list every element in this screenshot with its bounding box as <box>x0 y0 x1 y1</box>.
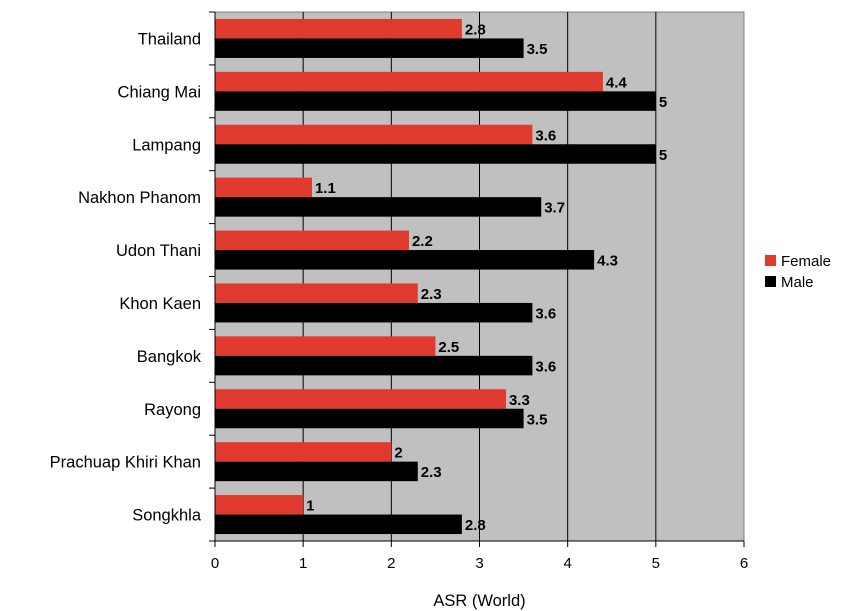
data-label-female: 2.8 <box>465 21 486 38</box>
bar-male <box>215 355 533 376</box>
bar-male <box>215 38 524 58</box>
data-label-female: 2.5 <box>438 339 459 356</box>
category-label: Chiang Mai <box>118 83 201 101</box>
bar-male <box>215 461 418 482</box>
bar-female <box>215 230 409 251</box>
category-label: Songkhla <box>132 507 202 525</box>
bar-male <box>215 250 595 270</box>
bar-male <box>215 91 656 111</box>
bar-female <box>215 442 392 462</box>
data-label-male: 5 <box>659 147 667 164</box>
x-tick-label: 0 <box>211 555 219 572</box>
bar-male <box>215 514 462 535</box>
x-tick-label: 4 <box>563 555 571 572</box>
bar-female <box>215 283 418 303</box>
bar-female <box>215 18 462 39</box>
data-label-male: 3.6 <box>535 305 556 322</box>
legend-swatch-female <box>765 255 776 266</box>
bar-male <box>215 408 524 429</box>
data-labels: 2.8 3.5 4.4 5 3.6 5 1.1 3.7 2.2 4.3 2.3 3.6 2.5 3.6 3.… <box>306 21 667 534</box>
bar-female <box>215 177 312 198</box>
legend-label-female: Female <box>781 253 831 270</box>
data-label-female: 2.3 <box>421 286 442 303</box>
legend-label-male: Male <box>781 274 814 291</box>
tick-labels: 0 1 2 3 4 5 6 <box>211 555 748 572</box>
bar-male <box>215 197 542 217</box>
category-label: Thailand <box>138 30 201 48</box>
data-label-male: 2.8 <box>465 517 486 534</box>
data-label-male: 3.5 <box>527 411 548 428</box>
bar-female <box>215 336 436 356</box>
legend-swatch-male <box>765 276 776 287</box>
data-label-male: 4.3 <box>597 253 618 270</box>
legend: Female Male <box>765 253 831 291</box>
bar-female <box>215 389 506 409</box>
data-label-male: 3.5 <box>527 41 548 58</box>
bars <box>215 18 656 535</box>
bar-female <box>215 495 304 515</box>
category-label: Prachuap Khiri Khan <box>50 454 201 472</box>
data-label-male: 3.7 <box>544 200 565 217</box>
data-label-male: 2.3 <box>421 464 442 481</box>
data-label-male: 3.6 <box>535 358 556 375</box>
data-label-female: 2.2 <box>412 233 433 250</box>
data-label-female: 3.3 <box>509 392 530 409</box>
x-tick-label: 3 <box>475 555 483 572</box>
category-label: Rayong <box>144 401 201 419</box>
axes <box>209 11 745 547</box>
category-label: Nakhon Phanom <box>78 189 201 207</box>
category-label: Lampang <box>132 136 201 154</box>
x-axis-title: ASR (World) <box>433 592 525 610</box>
data-label-female: 2 <box>394 445 402 462</box>
x-tick-label: 6 <box>740 555 748 572</box>
bar-male <box>215 302 533 323</box>
data-label-male: 5 <box>659 94 667 111</box>
data-label-female: 3.6 <box>535 127 556 144</box>
x-tick-label: 2 <box>387 555 395 572</box>
category-label: Udon Thani <box>116 242 201 260</box>
x-tick-label: 1 <box>299 555 307 572</box>
x-tick-label: 5 <box>652 555 660 572</box>
category-label: Khon Kaen <box>119 295 201 313</box>
bar-female <box>215 71 603 92</box>
bar-male <box>215 144 656 164</box>
data-label-female: 1.1 <box>315 180 336 197</box>
data-label-female: 1 <box>306 498 314 515</box>
bar-female <box>215 124 533 145</box>
data-label-female: 4.4 <box>606 74 628 91</box>
category-labels: Thailand Chiang Mai Lampang Nakhon Phanom Ud… <box>50 30 202 524</box>
category-label: Bangkok <box>137 348 202 366</box>
